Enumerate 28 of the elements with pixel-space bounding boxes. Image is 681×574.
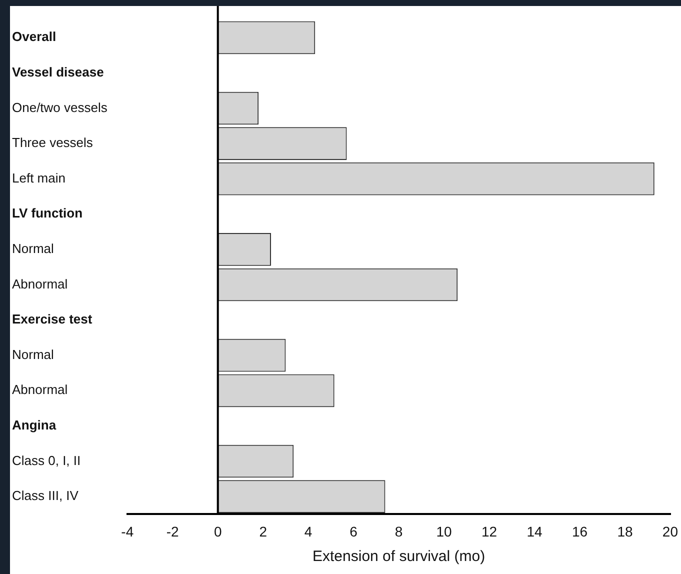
x-tick-label: 20 bbox=[662, 523, 678, 540]
x-tick-label: 4 bbox=[304, 523, 312, 540]
x-tick-label: 8 bbox=[394, 523, 403, 540]
y-tick-label: One/two vessels bbox=[12, 100, 108, 115]
x-tick-label: 6 bbox=[350, 523, 358, 540]
y-tick-label: Three vessels bbox=[12, 135, 94, 150]
y-tick-label: Class 0, I, II bbox=[12, 452, 81, 468]
x-tick-label: 10 bbox=[436, 523, 452, 540]
x-tick-label: -4 bbox=[121, 523, 134, 540]
y-tick-label: Overall bbox=[12, 29, 56, 44]
y-tick-label: LV function bbox=[12, 206, 83, 221]
x-tick-label: 14 bbox=[526, 523, 542, 540]
y-tick-label: Abnormal bbox=[12, 276, 68, 292]
y-tick-label: Angina bbox=[12, 418, 57, 433]
y-tick-label: Abnormal bbox=[12, 382, 68, 398]
y-tick-label: Left main bbox=[12, 170, 66, 186]
x-tick-label: 12 bbox=[481, 523, 498, 540]
y-tick-label: Vessel disease bbox=[12, 64, 104, 80]
x-tick-label: 18 bbox=[617, 523, 633, 540]
x-axis-title: Extension of survival (mo) bbox=[312, 548, 486, 566]
y-tick-label: Normal bbox=[12, 241, 54, 256]
x-tick-label: 16 bbox=[572, 523, 588, 540]
x-tick-label: 2 bbox=[259, 523, 268, 540]
y-tick-label: Class III, IV bbox=[12, 488, 79, 504]
x-tick-label: 0 bbox=[214, 523, 222, 540]
x-tick-label: -2 bbox=[166, 523, 180, 540]
y-tick-label: Normal bbox=[12, 346, 54, 362]
y-tick-label: Exercise test bbox=[12, 312, 93, 327]
